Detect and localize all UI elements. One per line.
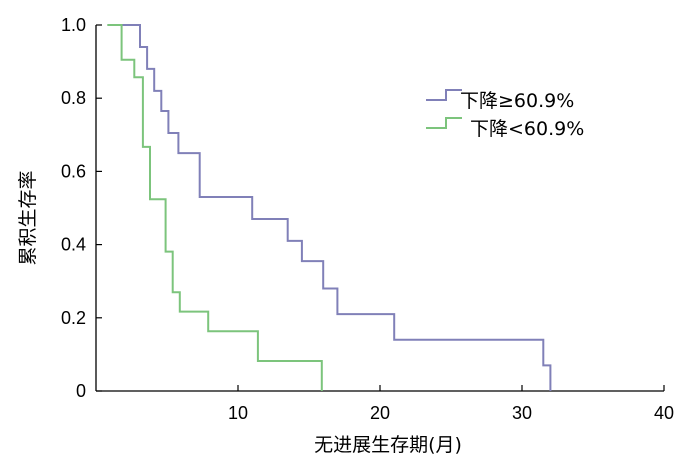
series-layer	[107, 24, 552, 391]
x-tick-label: 10	[228, 403, 248, 423]
y-tick-label: 0.8	[61, 88, 86, 108]
y-tick-label: 0.6	[61, 161, 86, 181]
y-tick-label: 0.2	[61, 308, 86, 328]
legend-swatch-2	[426, 117, 462, 129]
y-tick-label: 0	[76, 381, 86, 401]
legend-label-2: 下降<60.9%	[470, 118, 584, 140]
legend: 下降≥60.9% 下降<60.9%	[426, 89, 584, 140]
x-tick-label: 40	[654, 403, 674, 423]
legend-label-1: 下降≥60.9%	[460, 90, 574, 112]
x-tick-label: 30	[512, 403, 532, 423]
series-line-2	[107, 24, 323, 391]
x-axis-title: 无进展生存期(月)	[314, 434, 462, 456]
y-tick-label: 1.0	[61, 15, 86, 35]
axes: 0 0.2 0.4 0.6 0.8 1.0 10 20 30 40	[61, 15, 674, 423]
y-tick-label: 0.4	[61, 235, 86, 255]
series-line-1	[107, 24, 552, 391]
y-axis-title: 累积生存率	[17, 170, 39, 265]
x-tick-label: 20	[370, 403, 390, 423]
legend-swatch-1	[426, 89, 462, 101]
